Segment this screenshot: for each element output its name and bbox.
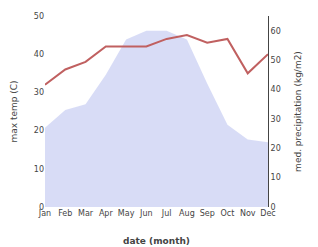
svg-text:Mar: Mar	[78, 209, 94, 218]
svg-text:Nov: Nov	[240, 209, 256, 218]
svg-text:max temp (C): max temp (C)	[9, 80, 19, 142]
svg-text:Dec: Dec	[260, 209, 275, 218]
svg-text:10: 10	[34, 165, 44, 174]
svg-text:Jun: Jun	[139, 209, 153, 218]
svg-text:May: May	[118, 209, 135, 218]
svg-text:50: 50	[271, 56, 281, 65]
svg-text:20: 20	[271, 144, 281, 153]
svg-text:Oct: Oct	[221, 209, 235, 218]
svg-text:Aug: Aug	[179, 209, 195, 218]
svg-text:0: 0	[271, 203, 276, 212]
svg-text:Jul: Jul	[161, 209, 172, 218]
svg-text:30: 30	[34, 88, 44, 97]
svg-text:Apr: Apr	[99, 209, 114, 218]
svg-text:Feb: Feb	[58, 209, 72, 218]
svg-text:40: 40	[271, 85, 281, 94]
svg-text:0: 0	[39, 203, 44, 212]
svg-text:Jan: Jan	[38, 209, 51, 218]
svg-text:50: 50	[34, 12, 44, 21]
svg-text:10: 10	[271, 173, 281, 182]
svg-text:med. precipitation (kg/m2): med. precipitation (kg/m2)	[293, 51, 303, 172]
svg-text:date (month): date (month)	[123, 236, 190, 246]
svg-text:60: 60	[271, 26, 281, 35]
svg-text:30: 30	[271, 115, 281, 124]
svg-text:40: 40	[34, 50, 44, 59]
svg-text:Sep: Sep	[200, 209, 215, 218]
svg-text:20: 20	[34, 126, 44, 135]
